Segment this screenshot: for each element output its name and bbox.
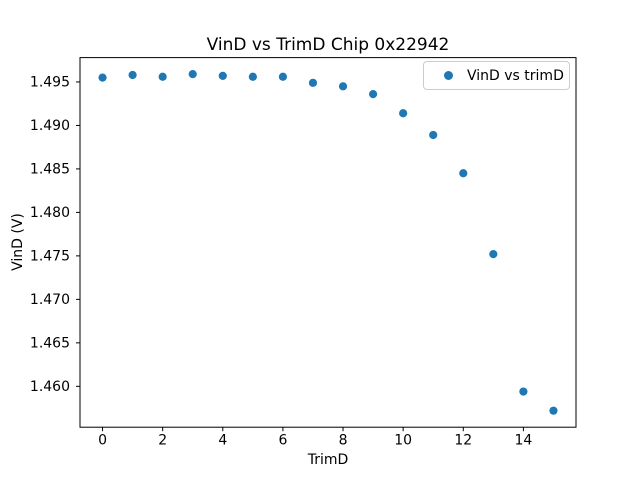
data-point [519,387,528,396]
x-tick-label: 14 [514,433,532,449]
x-axis-label: TrimD [307,452,349,468]
x-tick-label: 4 [218,433,227,449]
data-point [429,130,438,140]
legend-label: VinD vs trimD [467,67,564,84]
y-tick-label: 1.460 [30,379,70,395]
data-point [98,73,107,82]
data-point [188,70,197,79]
data-point [308,78,318,87]
y-tick-label: 1.475 [30,248,70,264]
x-tick-label: 6 [278,433,287,449]
x-tick-label: 12 [454,433,472,449]
data-point [128,70,137,80]
axes-frame [79,57,577,428]
y-tick-label: 1.465 [30,335,70,351]
data-point [278,72,288,81]
data-point [489,250,498,259]
chart-title: VinD vs TrimD Chip 0x22942 [206,35,450,55]
y-tick-label: 1.490 [30,118,70,134]
y-tick-label: 1.470 [30,292,70,308]
data-point [368,90,378,99]
data-point [248,72,257,81]
y-tick-label: 1.485 [30,161,70,177]
x-tick-label: 0 [98,433,107,449]
y-tick-label: 1.495 [30,74,70,90]
data-point [158,72,167,81]
data-point [459,169,468,178]
x-tick-label: 10 [394,433,412,449]
legend: VinD vs trimD [423,61,570,90]
data-point [549,406,558,415]
data-point [399,109,408,118]
data-point [218,71,227,80]
y-axis-label: VinD (V) [10,213,26,271]
y-tick-label: 1.480 [30,205,70,221]
x-tick-label: 8 [339,433,348,449]
legend-marker-dot [444,71,453,80]
x-tick-label: 2 [158,433,167,449]
data-point [338,82,348,91]
